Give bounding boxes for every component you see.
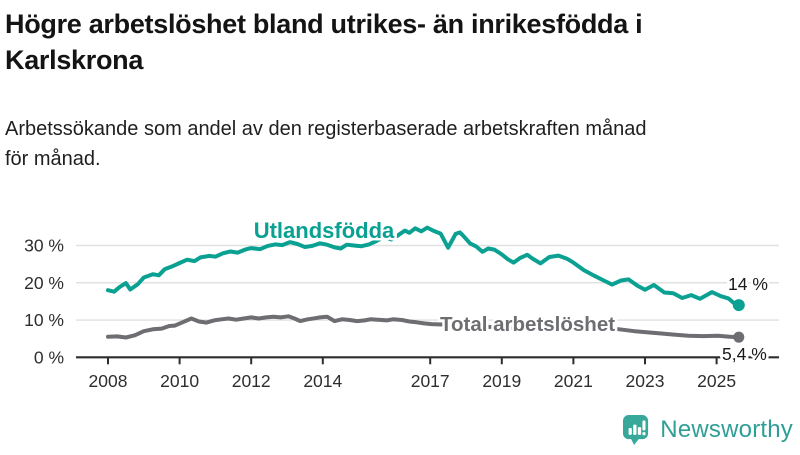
series-end-dot-1 — [733, 331, 745, 343]
x-tick-label: 2025 — [697, 371, 736, 391]
end-value-label-1: 5,4 % — [722, 344, 767, 364]
y-tick-label: 10 % — [24, 310, 64, 330]
subtitle-line-2: för månad. — [5, 148, 101, 170]
x-tick-label: 2008 — [89, 371, 128, 391]
end-value-label-0: 14 % — [728, 274, 768, 294]
x-tick-label: 2023 — [626, 371, 665, 391]
page-title: Högre arbetslöshet bland utrikes- än inr… — [5, 6, 797, 78]
series-end-dot-0 — [732, 299, 745, 312]
y-tick-label: 30 % — [24, 235, 64, 255]
brand-name: Newsworthy — [660, 415, 793, 443]
series-line-1 — [106, 314, 741, 340]
x-tick-label: 2017 — [411, 371, 450, 391]
subtitle-line-1: Arbetssökande som andel av den registerb… — [5, 118, 647, 140]
x-tick-label: 2010 — [160, 371, 199, 391]
series-label-1: Total arbetslöshet — [440, 313, 615, 336]
newsworthy-bubble-chart-icon — [623, 415, 649, 445]
series-line-0 — [106, 225, 741, 308]
x-tick-label: 2019 — [482, 371, 521, 391]
y-tick-label: 0 % — [34, 347, 64, 367]
series-label-0: Utlandsfödda — [254, 218, 395, 243]
x-tick-label: 2014 — [303, 371, 342, 391]
newsworthy-logo: Newsworthy — [622, 414, 793, 445]
x-tick-label: 2021 — [554, 371, 593, 391]
title-line-2: Karlskrona — [5, 45, 144, 75]
y-tick-label: 20 % — [24, 273, 64, 293]
chart-subtitle: Arbetssökande som andel av den registerb… — [5, 114, 797, 174]
title-line-1: Högre arbetslöshet bland utrikes- än inr… — [5, 9, 643, 39]
x-tick-label: 2012 — [232, 371, 271, 391]
